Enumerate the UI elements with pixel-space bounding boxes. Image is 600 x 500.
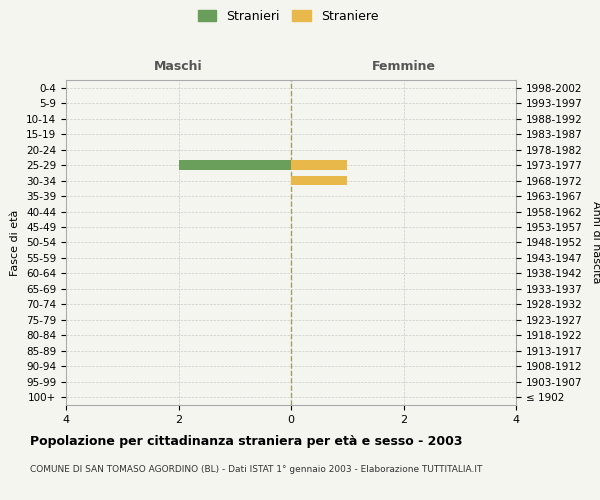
- Y-axis label: Anni di nascita: Anni di nascita: [591, 201, 600, 284]
- Bar: [179, 160, 291, 170]
- Legend: Stranieri, Straniere: Stranieri, Straniere: [194, 6, 382, 26]
- Y-axis label: Fasce di età: Fasce di età: [10, 210, 20, 276]
- Bar: [291, 160, 347, 170]
- Text: Popolazione per cittadinanza straniera per età e sesso - 2003: Popolazione per cittadinanza straniera p…: [30, 435, 463, 448]
- Text: COMUNE DI SAN TOMASO AGORDINO (BL) - Dati ISTAT 1° gennaio 2003 - Elaborazione T: COMUNE DI SAN TOMASO AGORDINO (BL) - Dat…: [30, 465, 482, 474]
- Text: Maschi: Maschi: [154, 60, 203, 72]
- Text: Femmine: Femmine: [371, 60, 436, 72]
- Bar: [291, 176, 347, 185]
